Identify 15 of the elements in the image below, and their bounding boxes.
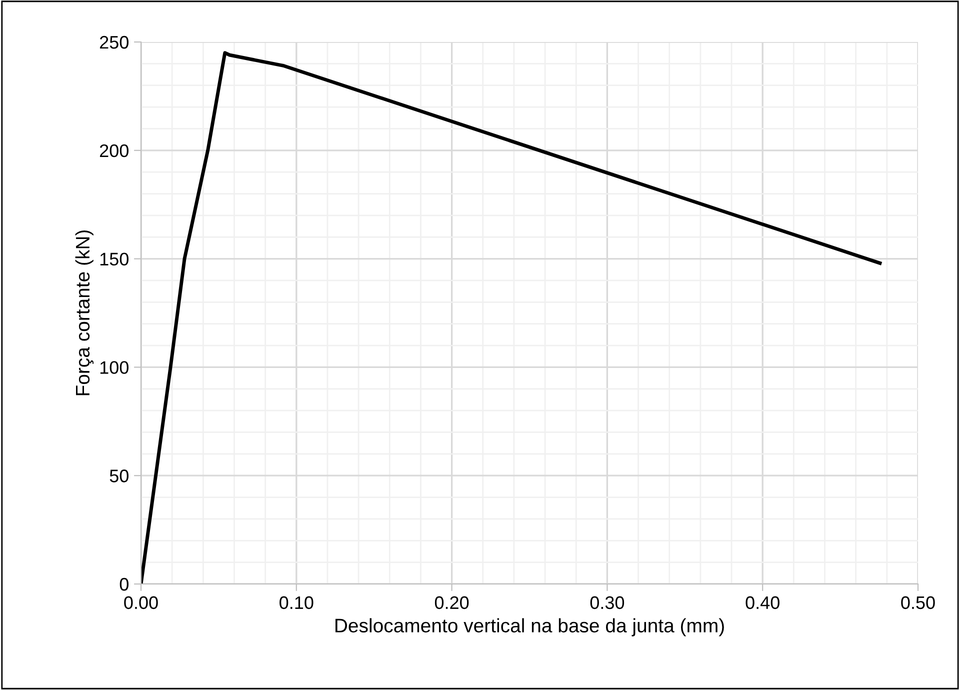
y-tick-label: 200 (100, 144, 128, 158)
y-axis-title: Força cortante (kN) (75, 230, 94, 396)
y-tick-label: 50 (110, 470, 128, 482)
y-tick-label: 150 (100, 252, 128, 266)
x-tick-label: 0.40 (746, 596, 780, 610)
x-tick-label: 0.20 (434, 596, 469, 610)
x-tick-label: 0.00 (124, 596, 158, 610)
y-tick-label: 250 (100, 36, 128, 49)
x-tick-label: 0.50 (901, 596, 935, 610)
y-tick-label: 100 (100, 361, 128, 374)
line-series (141, 51, 882, 584)
x-tick-label: 0.10 (280, 596, 314, 610)
x-axis-title: Deslocamento vertical na base da junta (mm) (335, 618, 724, 636)
y-tick-label: 0 (120, 578, 128, 591)
x-tick-label: 0.30 (590, 596, 624, 610)
